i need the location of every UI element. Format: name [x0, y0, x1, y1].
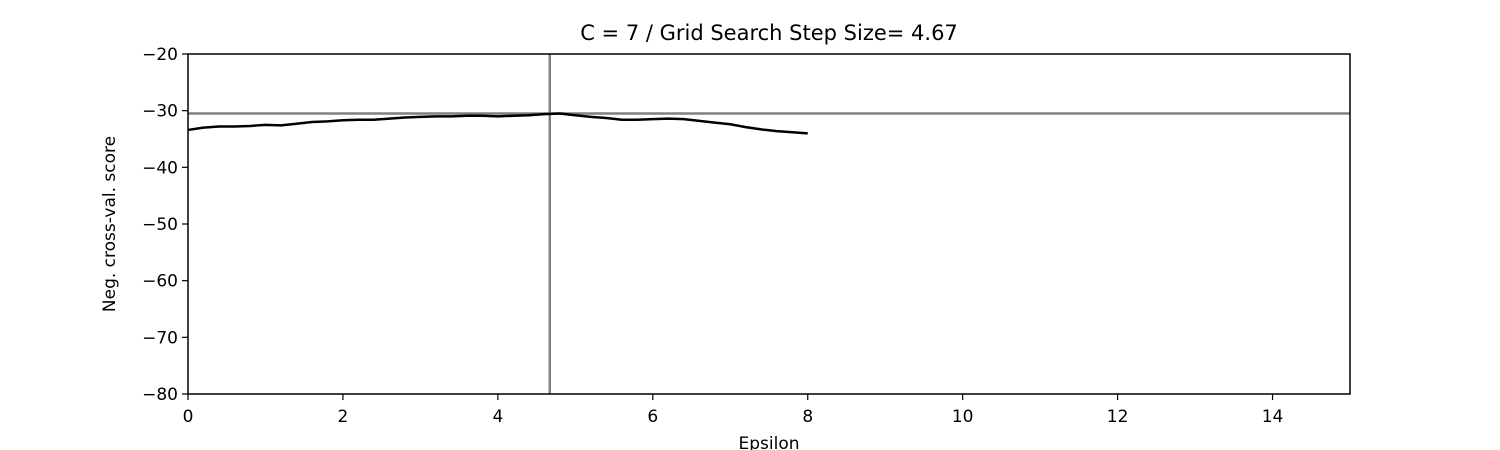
series-line-0 [187, 112, 808, 135]
y-tick-label: −70 [142, 328, 178, 348]
x-tick-label: 10 [952, 407, 974, 427]
y-tick-label: −60 [142, 272, 178, 292]
y-axis: −20 −30 −40 −50 −60 −70 −80 [142, 45, 188, 405]
y-tick-label: −50 [142, 215, 178, 235]
x-tick-label: 12 [1107, 407, 1129, 427]
y-tick-label: −80 [142, 385, 178, 405]
x-tick-label: 6 [647, 407, 658, 427]
x-tick-label: 4 [492, 407, 503, 427]
chart-title: C = 7 / Grid Search Step Size= 4.67 [580, 21, 958, 45]
x-tick-label: 2 [338, 407, 349, 427]
y-tick-label: −20 [142, 45, 178, 65]
x-tick-label: 14 [1262, 407, 1284, 427]
y-tick-label: −40 [142, 158, 178, 178]
series-layer [187, 112, 808, 135]
y-tick-label: −30 [142, 102, 178, 122]
x-tick-label: 8 [802, 407, 813, 427]
x-tick-label: 0 [183, 407, 194, 427]
y-axis-label: Neg. cross-val. score [100, 136, 120, 312]
reference-lines [188, 54, 1350, 394]
x-axis-label: Epsilon [738, 434, 799, 450]
x-axis: 0 2 4 6 8 10 12 14 [183, 394, 1284, 427]
